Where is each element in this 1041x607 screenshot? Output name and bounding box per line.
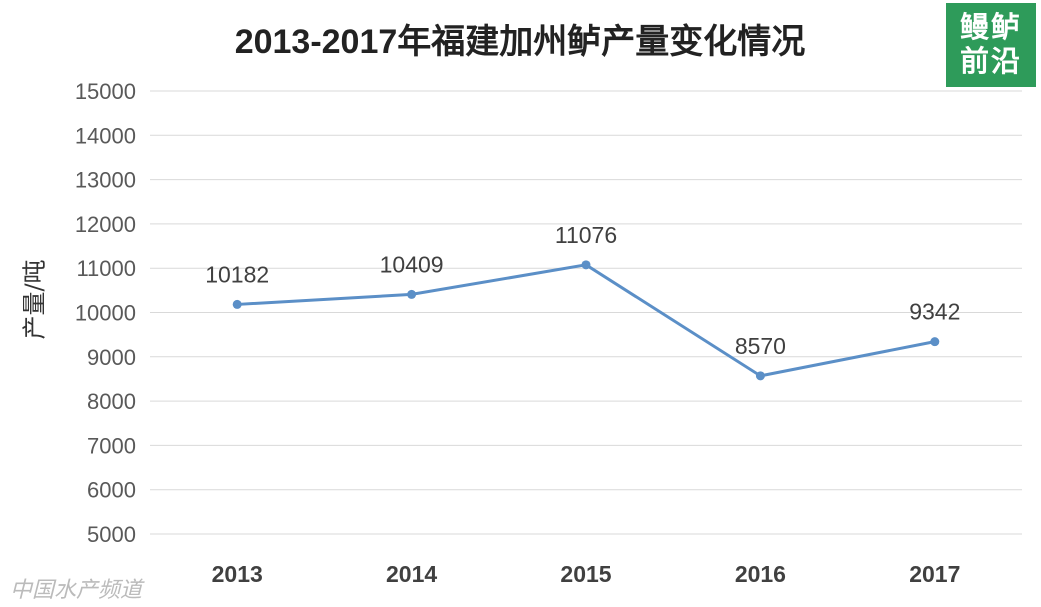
y-axis-label: 产量/吨 — [20, 259, 49, 340]
y-tick-label: 9000 — [87, 345, 136, 370]
x-tick-label: 2013 — [212, 561, 263, 587]
data-label: 10409 — [380, 251, 444, 277]
data-point — [232, 299, 242, 309]
data-label: 11076 — [555, 222, 617, 248]
watermark: 中国水产频道 — [10, 577, 143, 602]
series-line — [237, 263, 936, 378]
data-label: 8570 — [735, 333, 786, 359]
data-point — [930, 337, 940, 347]
chart-title: 2013-2017年福建加州鲈产量变化情况 — [234, 23, 806, 61]
x-tick-label: 2015 — [560, 561, 611, 587]
y-tick-label: 13000 — [75, 168, 136, 193]
y-tick-label: 5000 — [87, 522, 136, 547]
y-tick-label: 12000 — [75, 212, 136, 237]
data-point — [755, 371, 765, 381]
y-tick-label: 6000 — [87, 478, 136, 503]
logo: 鳗鲈前沿 — [946, 3, 1036, 87]
y-tick-label: 14000 — [75, 123, 136, 148]
data-point — [581, 260, 591, 270]
y-tick-label: 10000 — [75, 301, 136, 326]
y-tick-label: 15000 — [75, 79, 136, 104]
data-label: 10182 — [205, 261, 269, 287]
data-label: 9342 — [909, 299, 960, 325]
y-tick-label: 11000 — [76, 256, 136, 281]
data-point — [407, 289, 417, 299]
x-tick-label: 2017 — [909, 561, 960, 587]
y-tick-label: 7000 — [87, 433, 136, 458]
x-tick-label: 2014 — [386, 561, 437, 587]
y-tick-label: 8000 — [87, 389, 136, 414]
x-tick-label: 2016 — [735, 561, 786, 587]
